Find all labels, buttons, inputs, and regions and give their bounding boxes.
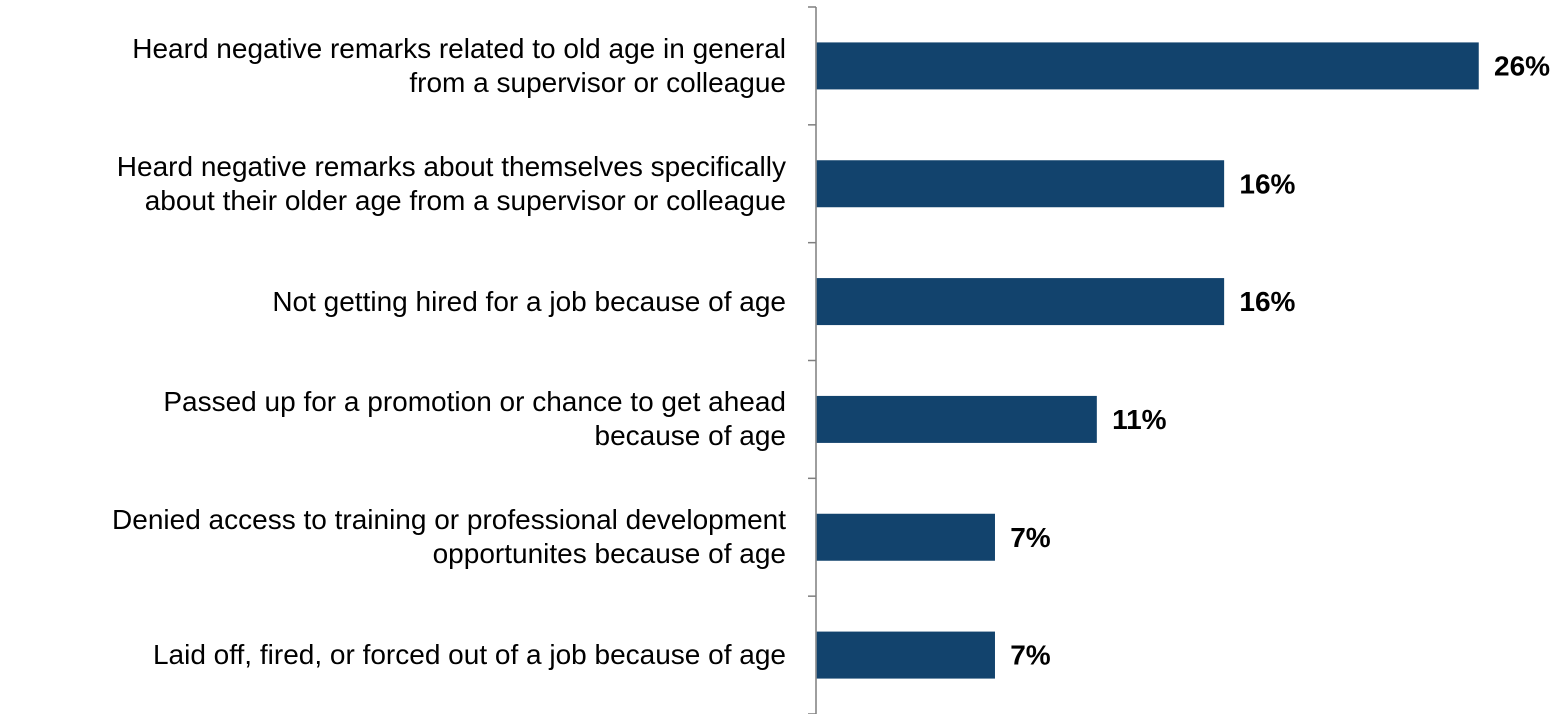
data-label: 7% — [1010, 522, 1051, 553]
category-label: Laid off, fired, or forced out of a job … — [0, 638, 786, 672]
category-label-line: because of age — [594, 420, 787, 452]
bar — [816, 631, 995, 679]
category-label-line: opportunites because of age — [432, 538, 786, 570]
data-label: 16% — [1239, 168, 1295, 199]
data-label: 26% — [1494, 50, 1550, 81]
bar — [816, 513, 995, 561]
bar — [816, 42, 1479, 90]
category-label: Heard negative remarks related to old ag… — [0, 32, 786, 100]
category-label-line: Heard negative remarks related to old ag… — [132, 32, 786, 64]
bar — [816, 160, 1225, 208]
category-label-line: Passed up for a promotion or chance to g… — [163, 386, 786, 418]
category-label: Not getting hired for a job because of a… — [0, 285, 786, 319]
category-label-line: Heard negative remarks about themselves … — [116, 150, 786, 182]
bar — [816, 278, 1225, 326]
data-label: 11% — [1112, 404, 1167, 435]
category-label-line: Not getting hired for a job because of a… — [272, 285, 786, 317]
category-label-line: Denied access to training or professiona… — [112, 504, 786, 536]
category-label-line: about their older age from a supervisor … — [144, 184, 786, 216]
data-label: 16% — [1239, 286, 1295, 317]
data-label: 7% — [1010, 640, 1051, 671]
category-label: Denied access to training or professiona… — [0, 503, 786, 571]
category-label-line: Laid off, fired, or forced out of a job … — [152, 639, 786, 671]
category-label: Heard negative remarks about themselves … — [0, 150, 786, 218]
category-label: Passed up for a promotion or chance to g… — [0, 385, 786, 453]
category-label-line: from a supervisor or colleague — [409, 66, 786, 98]
bar — [816, 395, 1097, 443]
